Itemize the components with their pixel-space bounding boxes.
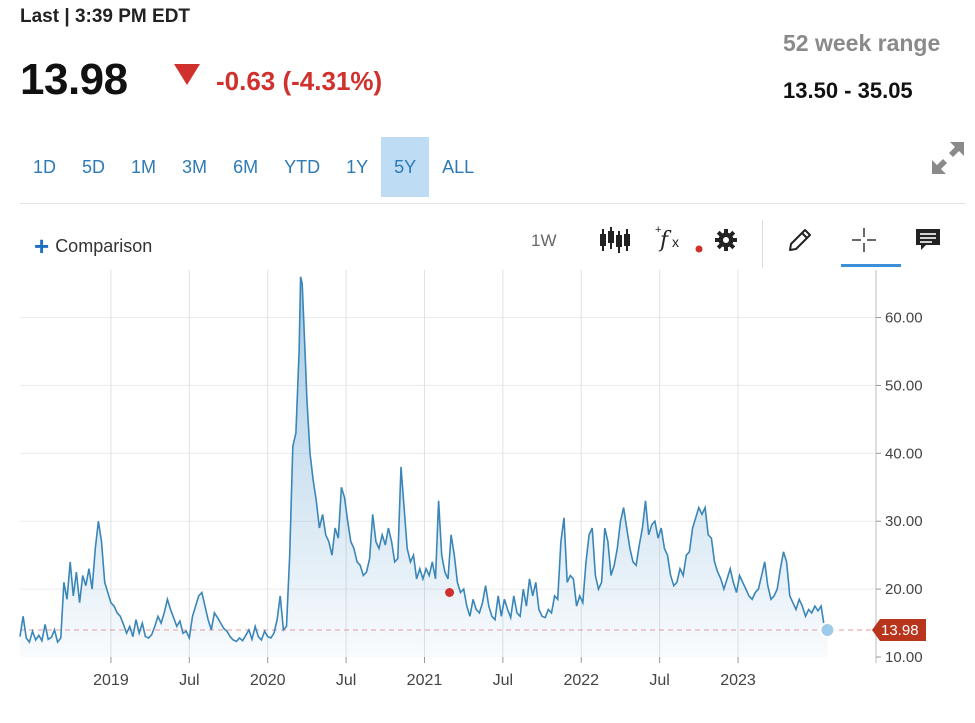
- interval-selector[interactable]: 1W: [531, 231, 557, 250]
- comment-icon: [916, 229, 940, 250]
- range-tab-5d[interactable]: 5D: [82, 157, 106, 177]
- crosshair-tool-button[interactable]: [848, 222, 880, 258]
- x-tick-label: 2023: [720, 672, 756, 689]
- candlestick-icon: [600, 227, 630, 253]
- active-tool-indicator: [841, 264, 901, 267]
- y-tick-label: 30.00: [885, 513, 923, 530]
- crosshair-icon: [852, 228, 876, 252]
- x-tick-label: Jul: [179, 672, 199, 689]
- price-line: [19, 276, 829, 644]
- header-divider: [20, 203, 966, 204]
- x-tick-label: Jul: [336, 672, 356, 689]
- range-label: 52 week range: [783, 30, 941, 56]
- svg-text:f: f: [658, 228, 672, 253]
- price-change: -0.63 (-4.31%): [216, 66, 383, 96]
- range-tab-3m[interactable]: 3M: [182, 157, 208, 177]
- comparison-label: Comparison: [55, 236, 153, 256]
- expand-icon[interactable]: [928, 138, 968, 178]
- x-tick-label: 2019: [93, 672, 129, 689]
- drawing-tool-button[interactable]: [784, 222, 816, 258]
- last-updated-label: Last | 3:39 PM EDT: [20, 6, 191, 27]
- y-tick-label: 40.00: [885, 445, 923, 462]
- range-value: 13.50 - 35.05: [783, 78, 913, 103]
- plus-icon: +: [34, 231, 50, 261]
- range-tab-1y[interactable]: 1Y: [346, 157, 369, 177]
- y-tick-label: 10.00: [885, 649, 923, 666]
- event-marker[interactable]: [445, 588, 455, 597]
- svg-text:x: x: [672, 234, 679, 250]
- toolbar-divider: [762, 220, 763, 268]
- y-tick-label: 50.00: [885, 377, 923, 394]
- time-range-tabs: 1D 5D 1M 3M 6M YTD 1Y 5Y ALL: [20, 137, 487, 197]
- y-tick-label: 60.00: [885, 310, 923, 327]
- fx-indicator-icon: + f x: [655, 224, 703, 253]
- last-price-badge-text: 13.98: [881, 622, 919, 639]
- x-tick-label: 2021: [407, 672, 443, 689]
- range-tab-ytd[interactable]: YTD: [284, 157, 321, 177]
- indicators-button[interactable]: + f x: [652, 222, 708, 258]
- add-comparison-button[interactable]: + Comparison: [34, 231, 152, 262]
- y-tick-label: 20.00: [885, 581, 923, 598]
- gear-icon: [715, 229, 737, 251]
- pencil-icon: [789, 229, 811, 251]
- x-tick-label: Jul: [493, 672, 513, 689]
- last-price-label: 13.98: [872, 618, 926, 641]
- last-price: 13.98: [20, 55, 128, 104]
- range-tab-1d[interactable]: 1D: [33, 157, 57, 177]
- range-tab-5y[interactable]: 5Y: [381, 137, 430, 197]
- y-axis: 10.00 20.00 30.00 40.00 50.00 60.00: [876, 310, 923, 666]
- price-area: [20, 276, 828, 657]
- chart-settings-button[interactable]: [712, 222, 740, 258]
- last-point-marker: [819, 621, 836, 638]
- range-tab-6m[interactable]: 6M: [233, 157, 259, 177]
- down-arrow-icon: [174, 64, 200, 85]
- x-tick-label: 2020: [250, 672, 286, 689]
- svg-text:+: +: [655, 224, 661, 236]
- x-axis: 2019 Jul 2020 Jul 2021 Jul 2022 Jul 2023: [93, 657, 756, 689]
- range-tab-all[interactable]: ALL: [442, 157, 475, 177]
- comment-tool-button[interactable]: [912, 222, 944, 258]
- chart-type-button[interactable]: [596, 222, 634, 258]
- range-tab-1m[interactable]: 1M: [131, 157, 157, 177]
- grid-lines: [20, 270, 876, 657]
- last-price-badge: [872, 618, 926, 641]
- x-tick-label: Jul: [649, 672, 669, 689]
- x-tick-label: 2022: [563, 672, 599, 689]
